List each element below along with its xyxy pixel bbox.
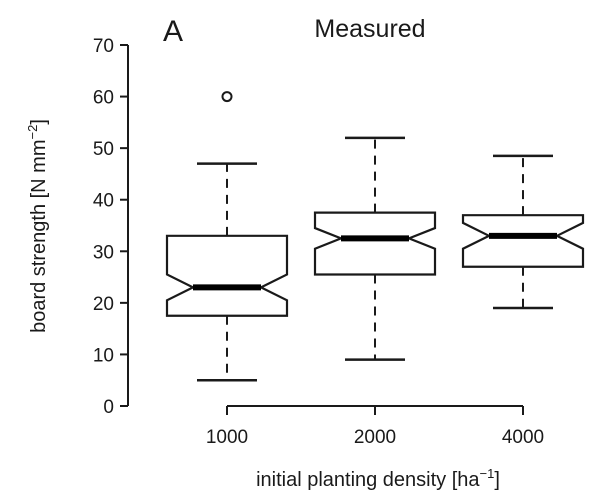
y-axis-label-main: board strength [N mm (28, 139, 50, 332)
y-axis-label-sup: −2 (25, 125, 40, 140)
y-tick-label: 70 (93, 36, 114, 57)
outlier-point (221, 91, 233, 103)
x-tick-label: 2000 (354, 427, 396, 448)
y-tick-label: 10 (93, 345, 114, 366)
y-tick-label: 60 (93, 88, 114, 109)
y-tick-label: 20 (93, 294, 114, 315)
notched-box (461, 214, 585, 268)
x-axis-label-tail: ] (494, 469, 500, 491)
y-tick-label: 50 (93, 139, 114, 160)
panel-label: A (163, 15, 183, 48)
boxes (165, 91, 585, 382)
notched-box (165, 234, 289, 317)
x-axis: 1000 2000 4000 (206, 405, 544, 448)
chart-title: Measured (314, 15, 425, 43)
x-tick-label: 1000 (206, 427, 248, 448)
x-axis-label: initial planting density [ha−1] (256, 466, 500, 491)
y-axis-label: board strength [N mm−2] (25, 119, 50, 333)
notched-box (313, 211, 437, 276)
x-tick-label: 4000 (502, 427, 544, 448)
box-2000 (313, 136, 437, 361)
y-tick-label: 30 (93, 242, 114, 263)
y-axis: 0 10 20 30 40 50 60 70 (93, 36, 129, 418)
x-axis-label-main: initial planting density [ha (256, 469, 480, 491)
y-tick-label: 40 (93, 191, 114, 212)
y-axis-label-tail: ] (28, 119, 50, 125)
y-tick-label: 0 (103, 397, 114, 418)
box-1000 (165, 91, 289, 382)
x-axis-label-sup: −1 (480, 466, 495, 481)
box-4000 (461, 154, 585, 310)
